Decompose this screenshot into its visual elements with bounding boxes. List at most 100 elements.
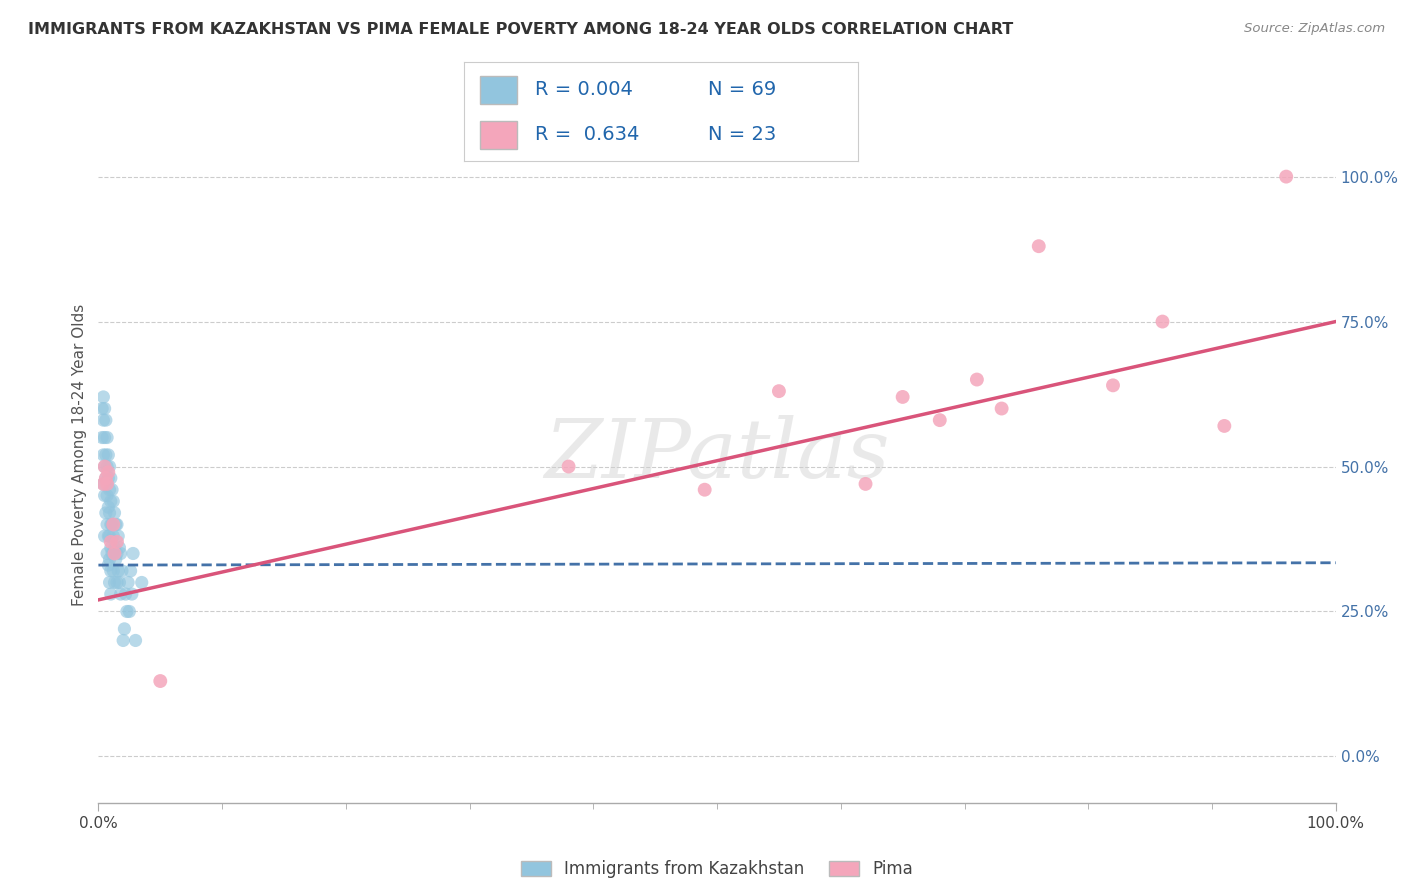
Legend: Immigrants from Kazakhstan, Pima: Immigrants from Kazakhstan, Pima <box>515 854 920 885</box>
Point <box>98 552 121 566</box>
Text: R = 0.004: R = 0.004 <box>534 80 633 99</box>
Point <box>96 517 118 532</box>
Point <box>103 575 125 590</box>
Point <box>103 541 125 555</box>
Point <box>115 605 138 619</box>
Point <box>101 517 124 532</box>
Point <box>114 587 136 601</box>
Point <box>93 459 115 474</box>
Point <box>110 546 132 561</box>
Point <box>112 633 135 648</box>
Point <box>93 529 115 543</box>
Point <box>93 390 115 404</box>
Point <box>98 459 121 474</box>
Text: Source: ZipAtlas.com: Source: ZipAtlas.com <box>1244 22 1385 36</box>
Point <box>108 541 131 555</box>
Point <box>105 517 128 532</box>
Point <box>1275 169 1298 184</box>
Point <box>93 476 115 491</box>
Point <box>104 517 127 532</box>
Point <box>96 546 118 561</box>
Point <box>131 575 153 590</box>
Point <box>97 558 120 573</box>
Point <box>1152 315 1174 329</box>
Point <box>93 489 115 503</box>
Point <box>966 373 988 387</box>
Point <box>93 448 115 462</box>
Point <box>105 546 128 561</box>
Text: N = 69: N = 69 <box>709 80 776 99</box>
Text: N = 23: N = 23 <box>709 125 776 144</box>
Point <box>94 506 117 520</box>
Point <box>855 476 877 491</box>
Point <box>105 575 128 590</box>
Point <box>990 401 1012 416</box>
Point <box>96 431 118 445</box>
Point <box>103 564 125 578</box>
Point <box>100 471 122 485</box>
Point <box>118 605 141 619</box>
Point <box>100 587 122 601</box>
Point <box>91 431 114 445</box>
Point <box>122 546 145 561</box>
Point <box>107 529 129 543</box>
Point <box>120 564 142 578</box>
Point <box>108 575 131 590</box>
Point <box>105 534 128 549</box>
Point <box>104 552 127 566</box>
Point <box>94 471 117 485</box>
Point <box>117 575 139 590</box>
Point <box>100 541 122 555</box>
Point <box>98 529 121 543</box>
Point <box>93 401 115 416</box>
Point <box>94 413 117 427</box>
Point <box>1213 419 1236 434</box>
Point <box>97 466 120 480</box>
Point <box>693 483 716 497</box>
Point <box>149 674 172 689</box>
Point <box>891 390 914 404</box>
Point <box>97 529 120 543</box>
Point <box>112 622 135 636</box>
Point <box>768 384 790 398</box>
Point <box>93 431 115 445</box>
Point <box>1102 378 1125 392</box>
Point <box>1028 239 1050 253</box>
Point <box>100 564 122 578</box>
Text: R =  0.634: R = 0.634 <box>534 125 640 144</box>
Point <box>98 506 121 520</box>
Point <box>96 489 118 503</box>
Point <box>97 500 120 514</box>
Point <box>103 494 125 508</box>
Point <box>93 459 115 474</box>
Point <box>111 564 134 578</box>
Point <box>928 413 950 427</box>
Point <box>121 587 143 601</box>
Point <box>91 401 114 416</box>
Point <box>101 546 124 561</box>
Point <box>93 476 115 491</box>
Point <box>101 483 124 497</box>
Point <box>103 546 125 561</box>
Point <box>103 517 125 532</box>
Point <box>100 517 122 532</box>
Point <box>103 506 125 520</box>
Point <box>107 564 129 578</box>
Y-axis label: Female Poverty Among 18-24 Year Olds: Female Poverty Among 18-24 Year Olds <box>72 304 87 606</box>
Point <box>97 448 120 462</box>
Point <box>124 633 146 648</box>
Point <box>557 459 579 474</box>
Point <box>96 459 118 474</box>
Point <box>94 471 117 485</box>
Point <box>103 529 125 543</box>
Point <box>98 575 121 590</box>
Text: IMMIGRANTS FROM KAZAKHSTAN VS PIMA FEMALE POVERTY AMONG 18-24 YEAR OLDS CORRELAT: IMMIGRANTS FROM KAZAKHSTAN VS PIMA FEMAL… <box>28 22 1014 37</box>
Point <box>93 413 115 427</box>
Point <box>96 476 118 491</box>
Point <box>98 483 121 497</box>
Point <box>110 587 132 601</box>
Point <box>100 494 122 508</box>
FancyBboxPatch shape <box>479 121 517 149</box>
Point <box>97 471 120 485</box>
Point <box>94 448 117 462</box>
